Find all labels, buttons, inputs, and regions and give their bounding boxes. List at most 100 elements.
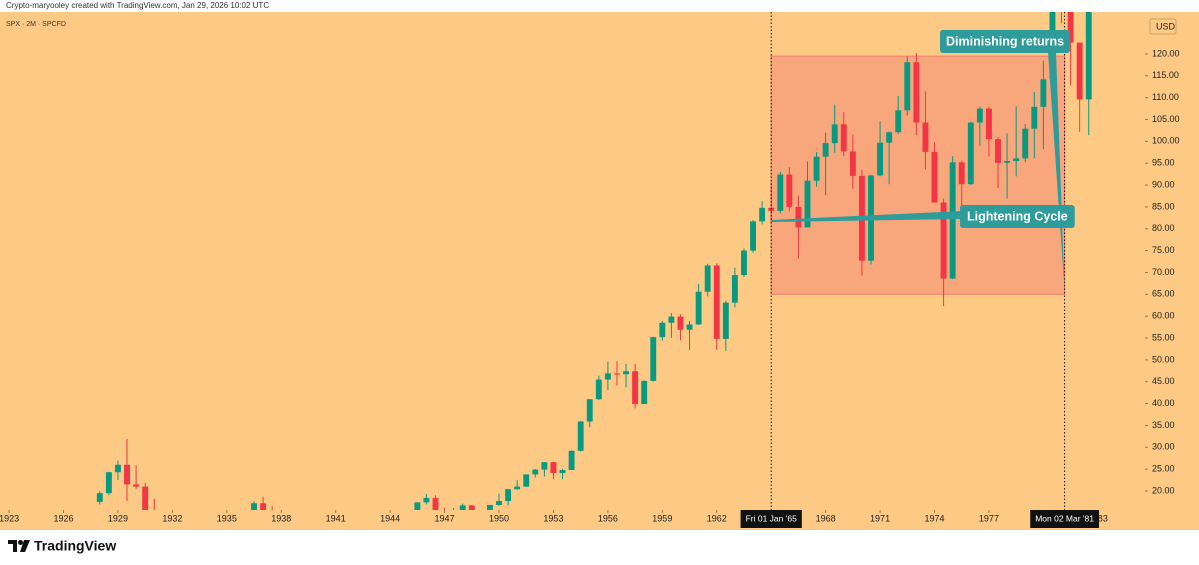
x-tick-label: 1956 <box>598 513 618 523</box>
candle-body <box>197 534 203 535</box>
candle-body <box>505 489 512 502</box>
candle-body <box>831 124 838 144</box>
candle-body <box>595 379 602 400</box>
candle-body <box>206 534 212 537</box>
callout-box <box>960 205 1075 228</box>
candle-body <box>333 532 339 536</box>
candle-body <box>604 373 611 380</box>
y-tick-label: 30.00 <box>1152 442 1175 452</box>
candle-body <box>704 265 711 292</box>
marker-label: Fri 01 Jan '65 <box>740 510 802 528</box>
candle-body <box>96 493 103 502</box>
y-tick-label: 95.00 <box>1152 158 1175 168</box>
candle-body <box>804 180 811 228</box>
candle-body <box>414 502 421 510</box>
callout-pointer <box>771 211 962 222</box>
y-tick-label: 75.00 <box>1152 245 1175 255</box>
x-tick-label: 1926 <box>53 513 73 523</box>
candle-body <box>886 132 893 143</box>
candle-body <box>722 302 729 339</box>
candle-body <box>559 470 566 474</box>
candle-body <box>1022 128 1029 159</box>
x-tick-label: 1935 <box>217 513 237 523</box>
candle-body <box>342 536 348 540</box>
callout-text: Diminishing returns <box>946 34 1064 48</box>
candle-body <box>105 472 112 494</box>
candle-body <box>822 143 829 157</box>
candle-body <box>840 124 847 152</box>
candle-body <box>695 291 702 325</box>
candle-body <box>741 250 747 276</box>
x-tick-label: 1938 <box>271 513 291 523</box>
marker-box <box>740 510 802 528</box>
y-tick-label: 60.00 <box>1152 311 1175 321</box>
candle-body <box>731 275 738 303</box>
candle-body <box>759 207 766 222</box>
marker-text: Fri 01 Jan '65 <box>746 513 798 523</box>
candle-body <box>324 532 330 535</box>
candle-body <box>786 174 793 207</box>
candle-body <box>995 139 1001 163</box>
brand-name: TradingView <box>34 538 116 554</box>
y-tick-label: 120.00 <box>1152 48 1180 58</box>
y-tick-label: 50.00 <box>1152 354 1175 364</box>
callout-box <box>940 30 1071 53</box>
candle-body <box>523 474 530 487</box>
candle-body <box>686 324 693 330</box>
marker-label: Mon 02 Mar '81 <box>1030 510 1100 528</box>
y-tick-label: 85.00 <box>1152 201 1175 211</box>
candle-body <box>586 399 593 422</box>
candle-body <box>958 162 965 185</box>
candle-body <box>650 337 657 381</box>
candle-body <box>904 62 911 111</box>
marker-text: Mon 02 Mar '81 <box>1035 513 1094 523</box>
x-tick-label: 1923 <box>0 513 19 523</box>
callout-text: Lightening Cycle <box>967 209 1068 223</box>
candle-body <box>713 265 720 339</box>
y-tick-label: 35.00 <box>1152 420 1175 430</box>
currency-label: USD <box>1156 21 1176 31</box>
y-tick-label: 55.00 <box>1152 332 1175 342</box>
candle-body <box>188 535 194 549</box>
candle-body <box>777 174 784 211</box>
marker-box <box>1030 510 1100 528</box>
candle-body <box>1085 12 1092 100</box>
candle-body <box>931 151 938 203</box>
candle-body <box>550 462 557 474</box>
candle-body <box>877 142 884 176</box>
candle-body <box>913 62 920 123</box>
candle-body <box>142 486 149 510</box>
x-tick-label: 1959 <box>652 513 672 523</box>
candle-body <box>976 108 983 123</box>
annotations: Fri 01 Jan '65 Mon 02 Mar '81 Diminishing … <box>740 12 1100 528</box>
candle-body <box>169 543 175 550</box>
x-tick-label: 1941 <box>326 513 346 523</box>
candle-body <box>795 206 802 228</box>
candle-body <box>668 316 675 323</box>
candle-body <box>1076 42 1083 100</box>
candle-body <box>577 421 584 451</box>
candle-body <box>532 469 539 475</box>
y-tick-label: 90.00 <box>1152 179 1175 189</box>
x-tick-label: 1944 <box>380 513 400 523</box>
y-tick-label: 110.00 <box>1152 92 1179 102</box>
y-tick-label: 40.00 <box>1152 398 1175 408</box>
candle-body <box>813 156 820 181</box>
y-tick-label: 65.00 <box>1152 289 1175 299</box>
candle-body <box>632 371 639 405</box>
candle-body <box>468 505 475 510</box>
attribution: Crypto-maryooley created with TradingVie… <box>6 1 269 10</box>
candle-body <box>623 371 629 375</box>
candle-body <box>432 497 439 510</box>
candle-body <box>849 151 856 176</box>
candle-body <box>541 462 548 470</box>
x-tick-label: 1977 <box>979 513 999 523</box>
x-tick-label: 1971 <box>870 513 890 523</box>
callout-pointer <box>1048 52 1065 291</box>
candle-body <box>940 202 947 279</box>
candle-body <box>124 464 130 485</box>
candle-body <box>949 162 956 279</box>
candle-body <box>985 108 992 140</box>
x-tick-label: 1968 <box>816 513 836 523</box>
